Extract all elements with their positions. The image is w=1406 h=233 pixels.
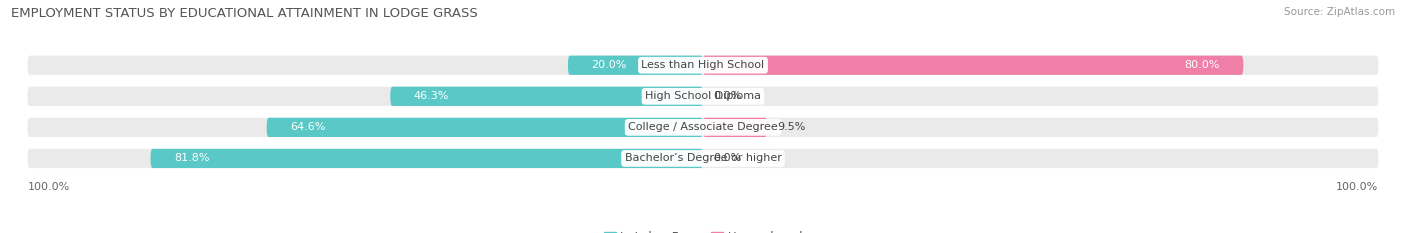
Text: 80.0%: 80.0%: [1184, 60, 1219, 70]
Text: 64.6%: 64.6%: [290, 122, 326, 132]
Text: 81.8%: 81.8%: [174, 154, 209, 163]
FancyBboxPatch shape: [703, 118, 768, 137]
FancyBboxPatch shape: [28, 56, 1378, 75]
Text: 100.0%: 100.0%: [28, 182, 70, 192]
FancyBboxPatch shape: [28, 118, 1378, 137]
Text: 46.3%: 46.3%: [413, 91, 450, 101]
Text: 100.0%: 100.0%: [1336, 182, 1378, 192]
Text: 0.0%: 0.0%: [713, 154, 741, 163]
Text: 0.0%: 0.0%: [713, 91, 741, 101]
Text: College / Associate Degree: College / Associate Degree: [628, 122, 778, 132]
Text: 9.5%: 9.5%: [778, 122, 806, 132]
FancyBboxPatch shape: [267, 118, 703, 137]
FancyBboxPatch shape: [703, 56, 1243, 75]
Text: Bachelor’s Degree or higher: Bachelor’s Degree or higher: [624, 154, 782, 163]
Text: High School Diploma: High School Diploma: [645, 91, 761, 101]
FancyBboxPatch shape: [28, 87, 1378, 106]
Text: 20.0%: 20.0%: [592, 60, 627, 70]
Text: EMPLOYMENT STATUS BY EDUCATIONAL ATTAINMENT IN LODGE GRASS: EMPLOYMENT STATUS BY EDUCATIONAL ATTAINM…: [11, 7, 478, 20]
Text: Source: ZipAtlas.com: Source: ZipAtlas.com: [1284, 7, 1395, 17]
Text: Less than High School: Less than High School: [641, 60, 765, 70]
FancyBboxPatch shape: [391, 87, 703, 106]
Legend: In Labor Force, Unemployed: In Labor Force, Unemployed: [599, 226, 807, 233]
FancyBboxPatch shape: [28, 149, 1378, 168]
FancyBboxPatch shape: [150, 149, 703, 168]
FancyBboxPatch shape: [568, 56, 703, 75]
